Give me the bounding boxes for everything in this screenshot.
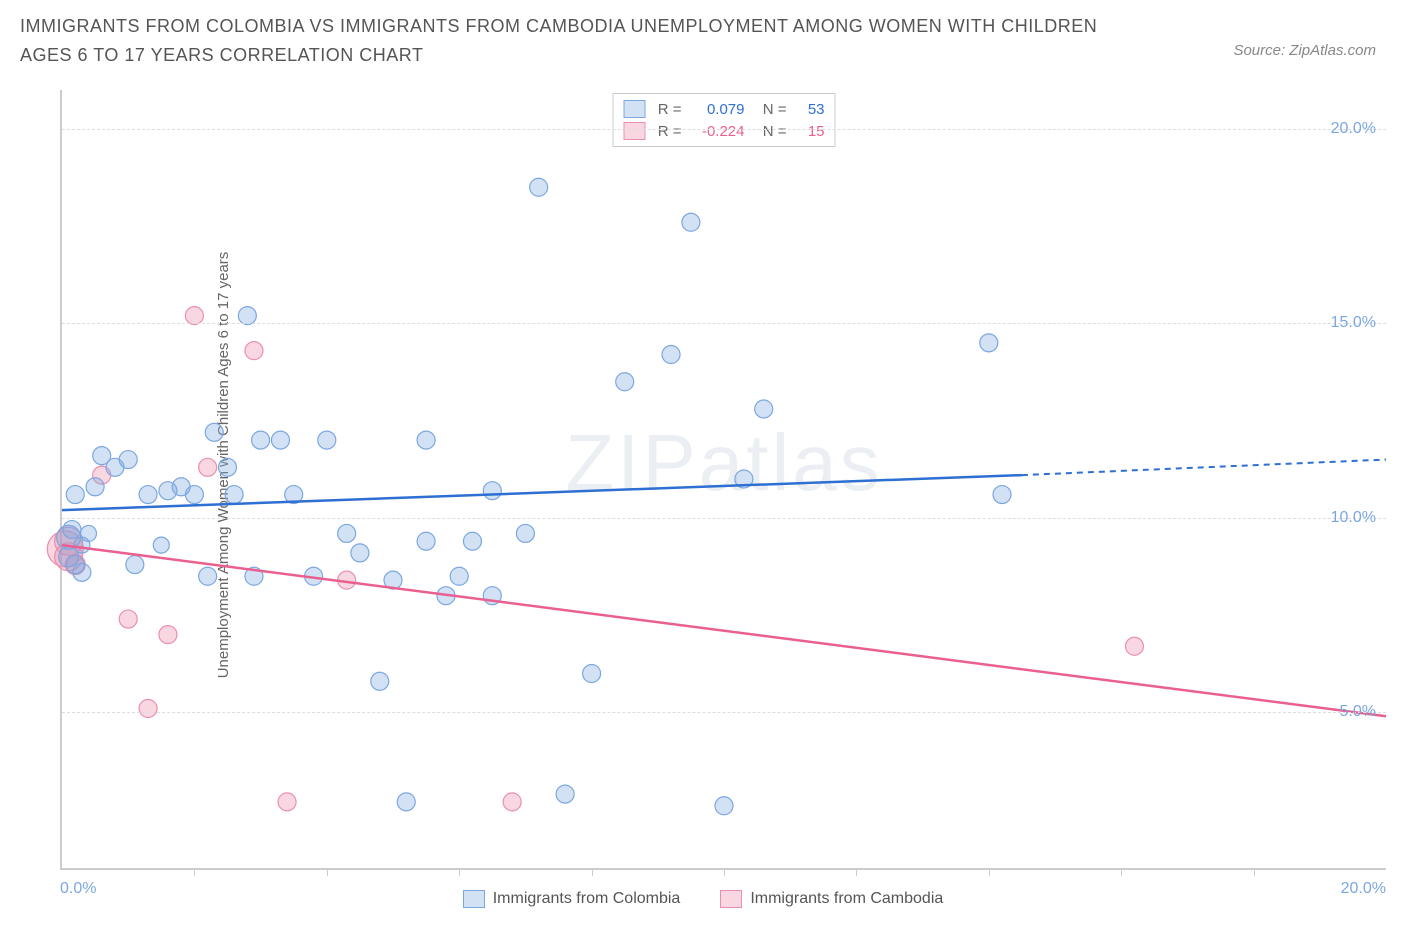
- data-point: [682, 213, 700, 231]
- data-point: [119, 451, 137, 469]
- y-tick-label: 5.0%: [1340, 703, 1376, 721]
- r-value-series-b: -0.224: [690, 123, 745, 140]
- data-point: [715, 797, 733, 815]
- data-point: [397, 793, 415, 811]
- data-point: [271, 431, 289, 449]
- data-point: [139, 700, 157, 718]
- source-attribution: Source: ZipAtlas.com: [1233, 12, 1386, 59]
- trend-line: [62, 475, 1022, 510]
- data-point: [199, 567, 217, 585]
- n-value-series-b: 15: [795, 123, 825, 140]
- data-point: [450, 567, 468, 585]
- data-point: [73, 563, 91, 581]
- trend-line: [62, 545, 1386, 716]
- r-label: R =: [654, 101, 682, 118]
- data-point: [338, 524, 356, 542]
- bottom-legend: Immigrants from Colombia Immigrants from…: [0, 890, 1406, 908]
- correlation-stats-box: R = 0.079 N = 53 R = -0.224 N = 15: [613, 93, 836, 147]
- data-point: [1125, 637, 1143, 655]
- data-point: [205, 423, 223, 441]
- data-point: [516, 524, 534, 542]
- data-point: [119, 610, 137, 628]
- data-point: [225, 486, 243, 504]
- data-point: [371, 672, 389, 690]
- data-point: [278, 793, 296, 811]
- data-point: [417, 431, 435, 449]
- data-point: [153, 537, 169, 553]
- legend-item-series-b: Immigrants from Cambodia: [720, 890, 943, 908]
- data-point: [126, 556, 144, 574]
- data-point: [980, 334, 998, 352]
- data-point: [755, 400, 773, 418]
- r-value-series-a: 0.079: [690, 101, 745, 118]
- y-tick-label: 10.0%: [1331, 509, 1376, 527]
- chart-plot-area: ZIPatlas R = 0.079 N = 53 R = -0.224 N =…: [60, 90, 1386, 870]
- data-point: [199, 458, 217, 476]
- chart-title: IMMIGRANTS FROM COLOMBIA VS IMMIGRANTS F…: [20, 12, 1120, 70]
- legend-label-series-a: Immigrants from Colombia: [493, 890, 681, 908]
- data-point: [245, 342, 263, 360]
- data-point: [556, 785, 574, 803]
- data-point: [139, 486, 157, 504]
- data-point: [530, 178, 548, 196]
- swatch-series-b: [720, 890, 742, 908]
- swatch-series-a: [463, 890, 485, 908]
- data-point: [63, 521, 81, 539]
- legend-item-series-a: Immigrants from Colombia: [463, 890, 681, 908]
- data-point: [318, 431, 336, 449]
- data-point: [616, 373, 634, 391]
- swatch-series-b: [624, 122, 646, 140]
- legend-label-series-b: Immigrants from Cambodia: [750, 890, 943, 908]
- n-label: N =: [753, 101, 787, 118]
- stats-row-series-a: R = 0.079 N = 53: [624, 98, 825, 120]
- n-label: N =: [753, 123, 787, 140]
- swatch-series-a: [624, 100, 646, 118]
- scatter-plot-svg: [62, 90, 1386, 868]
- data-point: [80, 525, 96, 541]
- data-point: [583, 665, 601, 683]
- stats-row-series-b: R = -0.224 N = 15: [624, 120, 825, 142]
- data-point: [351, 544, 369, 562]
- y-tick-label: 20.0%: [1331, 120, 1376, 138]
- data-point: [159, 626, 177, 644]
- data-point: [993, 486, 1011, 504]
- data-point: [463, 532, 481, 550]
- data-point: [238, 307, 256, 325]
- data-point: [185, 486, 203, 504]
- data-point: [252, 431, 270, 449]
- r-label: R =: [654, 123, 682, 140]
- trend-line: [1022, 460, 1386, 476]
- data-point: [417, 532, 435, 550]
- data-point: [185, 307, 203, 325]
- n-value-series-a: 53: [795, 101, 825, 118]
- data-point: [662, 346, 680, 364]
- y-tick-label: 15.0%: [1331, 314, 1376, 332]
- data-point: [66, 486, 84, 504]
- data-point: [483, 482, 501, 500]
- data-point: [219, 458, 237, 476]
- data-point: [86, 478, 104, 496]
- data-point: [503, 793, 521, 811]
